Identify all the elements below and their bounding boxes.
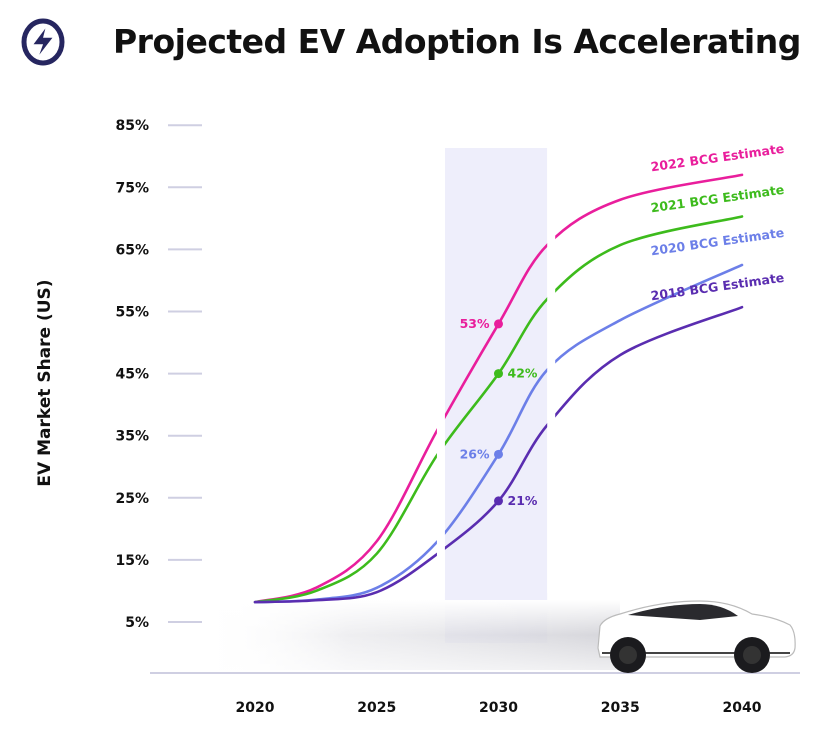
y-tick-label: 65% — [115, 242, 149, 258]
y-tick-label: 35% — [115, 429, 149, 445]
car-image — [597, 600, 796, 673]
series-line-2021 — [253, 215, 744, 604]
point-label: 42% — [508, 366, 538, 381]
x-tick-label: 2040 — [723, 700, 762, 716]
point-label: 26% — [460, 446, 490, 461]
y-tick-label: 55% — [115, 305, 149, 321]
x-tick-label: 2035 — [601, 700, 640, 716]
lightning-bolt-circle-icon — [21, 18, 65, 66]
y-tick-label: 5% — [125, 615, 149, 631]
x-tick-label: 2025 — [357, 700, 396, 716]
point-label: 21% — [508, 493, 538, 508]
data-point-2030 — [494, 369, 503, 379]
y-tick-label: 85% — [115, 118, 149, 134]
data-point-2030 — [494, 449, 503, 459]
point-label: 53% — [460, 316, 490, 331]
y-tick-label: 45% — [115, 367, 149, 383]
x-tick-label: 2030 — [479, 700, 518, 716]
data-point-2030 — [494, 319, 503, 329]
series-line-2020 — [253, 263, 744, 604]
x-tick-label: 2020 — [236, 700, 275, 716]
series-legend-label: 2022 BCG Estimate — [650, 141, 785, 175]
series-line-2022 — [253, 173, 744, 604]
y-tick-label: 25% — [115, 491, 149, 507]
y-tick-label: 15% — [115, 553, 149, 569]
band-edge-gap — [547, 148, 556, 593]
highlight-band — [444, 148, 548, 643]
band-edge-gap — [436, 148, 445, 593]
page-title: Projected EV Adoption Is Accelerating — [113, 22, 801, 61]
car-motion-haze — [200, 600, 620, 670]
series-line-2018 — [253, 305, 744, 604]
data-point-2030 — [494, 496, 503, 506]
y-tick-label: 75% — [115, 180, 149, 196]
